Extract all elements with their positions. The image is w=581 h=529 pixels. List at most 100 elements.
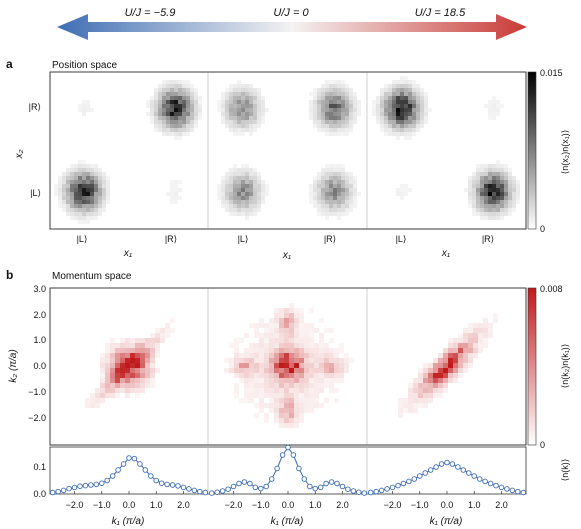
profile-point — [142, 467, 149, 473]
density-cell — [321, 172, 325, 176]
density-cell — [309, 108, 313, 112]
profile-point — [214, 489, 220, 495]
correlation-cell — [264, 363, 269, 368]
correlation-cell — [279, 308, 284, 313]
correlation-cell — [284, 338, 289, 343]
density-cell — [94, 168, 98, 172]
correlation-cell — [279, 318, 284, 323]
density-cell — [70, 172, 74, 176]
correlation-cell — [170, 328, 175, 333]
correlation-cell — [324, 343, 329, 348]
correlation-cell — [304, 408, 309, 413]
density-cell — [420, 88, 424, 92]
density-cell — [249, 184, 253, 188]
density-cell — [233, 196, 237, 200]
position-x-tick-L: |L⟩ — [77, 234, 88, 244]
correlation-cell — [279, 408, 284, 413]
density-cell — [384, 88, 388, 92]
correlation-cell — [249, 358, 254, 363]
correlation-cell — [130, 358, 135, 363]
density-cell — [245, 96, 249, 100]
correlation-cell — [309, 398, 314, 403]
density-cell — [337, 104, 341, 108]
density-cell — [98, 176, 102, 180]
density-cell — [353, 112, 357, 116]
correlation-cell — [85, 403, 90, 408]
correlation-cell — [155, 338, 160, 343]
density-cell — [488, 216, 492, 220]
profile-y-tick: 0.1 — [33, 462, 46, 472]
density-cell — [341, 96, 345, 100]
density-cell — [396, 108, 400, 112]
density-cell — [317, 184, 321, 188]
correlation-cell — [224, 358, 229, 363]
profile-point — [180, 484, 187, 491]
density-cell — [492, 96, 496, 100]
correlation-cell — [284, 343, 289, 348]
density-cell — [233, 212, 237, 216]
density-cell — [392, 112, 396, 116]
profile-point — [312, 485, 318, 492]
density-cell — [249, 104, 253, 108]
density-cell — [170, 192, 174, 196]
density-cell — [198, 100, 202, 104]
correlation-cell — [249, 343, 254, 348]
correlation-cell — [259, 353, 264, 358]
density-cell — [496, 104, 500, 108]
density-cell — [333, 96, 337, 100]
density-cell — [353, 100, 357, 104]
correlation-cell — [269, 398, 274, 403]
density-cell — [174, 104, 178, 108]
density-cell — [396, 112, 400, 116]
density-cell — [472, 192, 476, 196]
correlation-cell — [294, 398, 299, 403]
correlation-cell — [259, 363, 264, 368]
density-cell — [424, 120, 428, 124]
density-cell — [178, 92, 182, 96]
density-cell — [102, 200, 106, 204]
correlation-cell — [289, 348, 294, 353]
density-cell — [353, 96, 357, 100]
correlation-cell — [299, 358, 304, 363]
density-cell — [504, 200, 508, 204]
profile-point — [487, 480, 494, 487]
density-cell — [194, 92, 198, 96]
density-cell — [396, 136, 400, 140]
correlation-cell — [234, 363, 239, 368]
correlation-cell — [125, 353, 130, 358]
density-cell — [217, 104, 221, 108]
density-cell — [182, 116, 186, 120]
density-cell — [245, 120, 249, 124]
profile-point — [230, 483, 237, 490]
panel-a-letter: a — [6, 57, 13, 71]
density-cell — [313, 108, 317, 112]
density-cell — [257, 204, 261, 208]
density-cell — [245, 204, 249, 208]
correlation-cell — [244, 373, 249, 378]
correlation-cell — [418, 393, 423, 398]
density-cell — [154, 108, 158, 112]
density-cell — [472, 200, 476, 204]
correlation-cell — [100, 378, 105, 383]
correlation-cell — [274, 398, 279, 403]
density-cell — [94, 176, 98, 180]
density-cell — [476, 204, 480, 208]
density-cell — [162, 124, 166, 128]
density-cell — [508, 200, 512, 204]
density-cell — [404, 124, 408, 128]
correlation-cell — [125, 363, 130, 368]
density-cell — [345, 120, 349, 124]
density-cell — [261, 120, 265, 124]
density-cell — [233, 124, 237, 128]
density-cell — [492, 108, 496, 112]
density-cell — [420, 100, 424, 104]
density-cell — [94, 188, 98, 192]
density-cell — [341, 116, 345, 120]
density-cell — [62, 196, 66, 200]
density-cell — [245, 92, 249, 96]
density-cell — [484, 172, 488, 176]
density-cell — [337, 100, 341, 104]
density-cell — [500, 164, 504, 168]
momentum-maps — [85, 303, 498, 428]
profile-point — [258, 485, 264, 492]
